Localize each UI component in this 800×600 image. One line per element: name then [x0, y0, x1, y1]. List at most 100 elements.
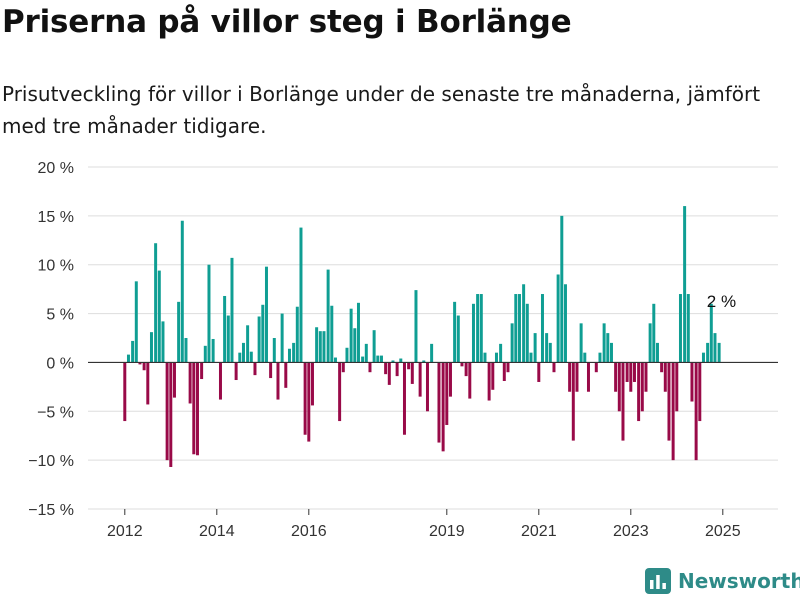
brand-name: Newsworthy — [678, 569, 800, 593]
bar — [456, 315, 460, 363]
bar — [299, 227, 303, 363]
bar — [138, 362, 142, 365]
bar — [399, 358, 403, 363]
bar — [625, 362, 629, 382]
bar — [195, 362, 199, 456]
bar — [594, 362, 598, 373]
bar — [180, 220, 184, 363]
bar — [211, 338, 215, 363]
x-axis: 2012 2014 2016 2019 2021 2023 2025 — [88, 361, 778, 540]
bar — [678, 294, 682, 363]
bar — [430, 343, 434, 363]
x-tick-label: 2014 — [199, 523, 235, 540]
x-tick-label: 2021 — [521, 523, 557, 540]
bar — [709, 303, 713, 363]
bar — [494, 352, 498, 363]
bar — [177, 301, 181, 363]
bar — [525, 303, 529, 363]
bar — [276, 362, 280, 400]
bar — [326, 269, 330, 363]
bar — [414, 290, 418, 363]
bar — [598, 352, 602, 363]
bar — [287, 348, 291, 363]
y-tick-label: 20 % — [38, 160, 74, 177]
bar — [552, 362, 556, 373]
bar — [192, 362, 196, 455]
bar — [230, 257, 234, 363]
bar — [418, 362, 422, 397]
y-tick-label: −15 % — [28, 502, 74, 519]
bar — [483, 352, 487, 363]
bar — [203, 345, 207, 363]
y-axis-tick-labels: −15 % −10 % −5 % 0 % 5 % 10 % 15 % 20 % — [28, 160, 74, 519]
bar — [571, 362, 575, 441]
bar — [338, 362, 342, 422]
bar — [632, 362, 636, 382]
bar — [149, 332, 153, 363]
bar — [361, 356, 365, 363]
bar — [502, 362, 506, 381]
bar — [307, 362, 311, 442]
last-value-annotation: 2 % — [707, 292, 736, 311]
bar — [379, 355, 383, 363]
bar — [545, 333, 549, 363]
bar — [617, 362, 621, 412]
bar — [372, 330, 376, 363]
bar — [322, 331, 326, 363]
bar — [586, 362, 590, 392]
bar — [453, 301, 457, 363]
bar — [683, 206, 687, 363]
x-tick-label: 2023 — [613, 523, 649, 540]
bar — [284, 362, 288, 388]
bar — [686, 294, 690, 363]
bar — [510, 323, 514, 363]
bar — [652, 303, 656, 363]
y-tick-label: −10 % — [28, 453, 74, 470]
bar — [675, 362, 679, 412]
bar — [257, 316, 261, 363]
bar — [387, 362, 391, 385]
y-tick-label: 15 % — [38, 209, 74, 226]
bar — [161, 321, 165, 363]
bar — [445, 362, 449, 425]
bar — [330, 305, 334, 363]
bar — [425, 362, 429, 412]
bar — [407, 362, 411, 370]
bar — [460, 362, 464, 367]
bar — [563, 284, 567, 363]
bar — [548, 342, 552, 363]
bar — [341, 362, 345, 373]
bar — [648, 323, 652, 363]
y-tick-label: 0 % — [46, 355, 74, 372]
bar — [172, 362, 176, 398]
bar — [123, 362, 127, 422]
chart-title: Priserna på villor steg i Borlänge — [2, 4, 572, 40]
bar — [249, 351, 253, 363]
bar — [422, 360, 426, 363]
bar — [169, 362, 173, 467]
bar — [609, 342, 613, 363]
bar — [706, 342, 710, 363]
bar — [234, 362, 238, 381]
bar — [537, 362, 541, 382]
bar — [464, 362, 468, 377]
bar — [487, 362, 491, 401]
bar — [471, 303, 475, 363]
bar — [315, 327, 319, 363]
bar — [333, 357, 337, 363]
bar — [261, 304, 265, 363]
bar — [575, 362, 579, 392]
x-tick-label: 2016 — [291, 523, 327, 540]
bar — [157, 270, 161, 363]
bar — [154, 243, 158, 363]
bar — [395, 362, 399, 377]
bar — [353, 328, 357, 363]
bar — [437, 362, 441, 443]
bar — [126, 354, 130, 363]
bar — [241, 342, 245, 363]
bar — [606, 333, 610, 363]
bar — [384, 362, 388, 375]
bar — [280, 313, 284, 363]
bar — [246, 325, 250, 363]
